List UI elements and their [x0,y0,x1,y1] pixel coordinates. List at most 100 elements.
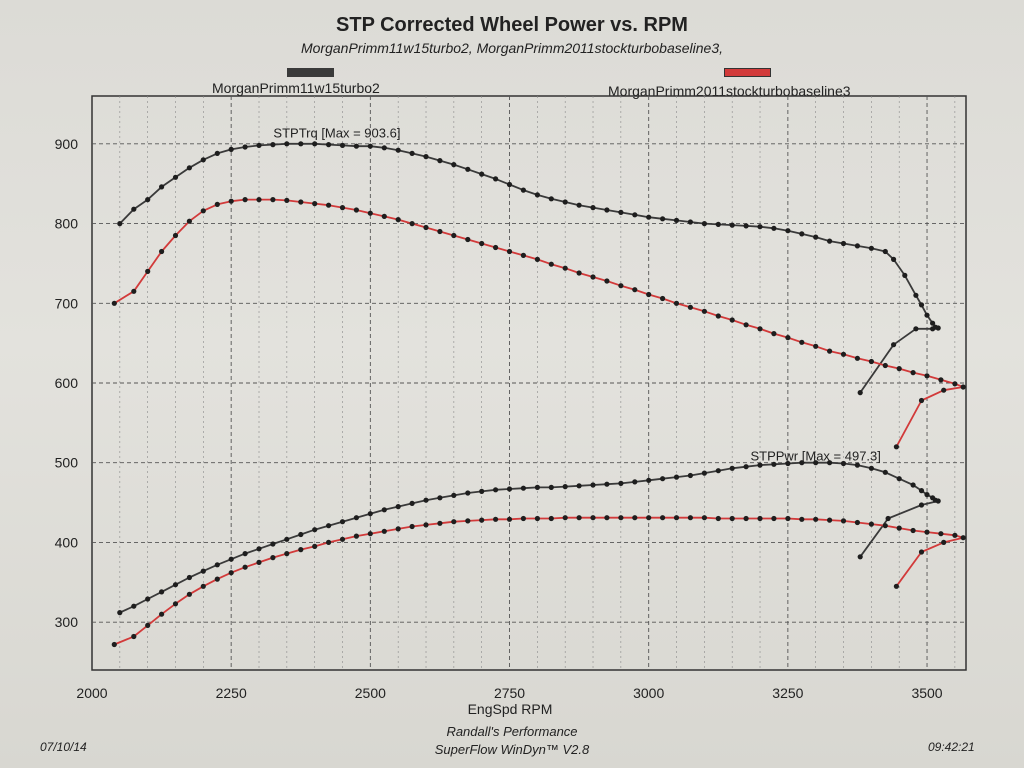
data-point [701,470,708,476]
data-point [298,199,304,205]
data-point [757,515,763,522]
data-point [891,342,897,348]
data-point [857,390,863,396]
data-point [813,234,819,240]
data-point [618,283,624,289]
data-point [145,268,151,274]
data-point [941,539,947,546]
data-point [771,515,777,522]
data-point [715,313,721,319]
data-point [326,539,332,546]
data-point [200,157,206,163]
data-point [534,515,541,522]
y-tick-label: 300 [55,614,79,630]
data-point [910,482,916,488]
data-point [186,591,192,597]
data-point [493,516,499,522]
data-point [960,535,966,541]
data-point [409,150,415,156]
data-point [256,142,262,148]
data-point [270,142,276,148]
max-annotation: STPPwr [Max = 497.3] [750,448,880,463]
series-stppwr-turbo [117,460,941,616]
data-point [145,197,151,203]
legend-label-2: MorganPrimm2011stockturbobaseline3 [608,83,851,99]
data-point [854,462,861,468]
data-point [465,236,471,243]
data-point [117,610,123,616]
data-point [590,205,596,211]
series-line [113,198,965,448]
data-point [935,498,941,504]
data-point [437,158,443,164]
x-tick-label: 3500 [911,685,942,701]
data-point [270,541,276,547]
data-point [395,217,401,223]
data-point [924,312,930,318]
data-point [312,201,318,207]
data-point [534,256,541,262]
data-point [590,515,596,521]
data-point [312,527,318,533]
data-point [284,551,290,557]
data-point [298,547,304,553]
data-point [298,531,304,538]
data-point [952,532,958,538]
data-point [813,343,819,349]
y-tick-label: 600 [55,375,79,391]
x-tick-label: 2750 [494,685,525,701]
footer-time: 09:42:21 [928,740,975,754]
data-point [799,231,805,237]
data-point [687,219,694,225]
x-tick-label: 3250 [772,685,803,701]
data-point [284,536,290,542]
data-point [228,556,234,562]
data-point [715,221,721,227]
data-point [326,523,332,529]
data-point [729,465,735,471]
data-point [799,460,805,466]
data-point [520,485,527,491]
data-point [506,486,513,492]
data-point [882,248,888,255]
data-point [228,198,234,204]
data-point [312,141,318,147]
data-point [757,462,763,468]
data-point [111,641,117,648]
data-point [941,387,947,393]
data-point [604,515,610,521]
data-point [451,232,457,239]
data-point [813,516,819,522]
data-point [367,511,373,517]
data-point [799,516,805,522]
data-point [827,517,833,523]
data-point [632,515,638,521]
data-point [924,492,930,498]
footer-software: SuperFlow WinDyn™ V2.8 [434,742,590,757]
data-point [186,218,192,224]
data-point [339,519,346,525]
data-point [312,543,318,550]
data-point [131,633,137,640]
data-point [618,515,624,521]
data-point [673,474,680,480]
data-point [465,166,471,172]
data-point [743,515,749,522]
data-point [381,213,387,219]
data-point [918,397,925,404]
data-point [353,533,359,539]
data-point [172,174,179,180]
data-point [465,518,471,524]
data-point [479,488,485,494]
data-point [256,197,262,203]
data-point [857,554,863,560]
data-point [757,224,763,230]
data-point [395,526,401,532]
data-point [381,528,387,534]
data-point [506,248,513,255]
data-point [159,184,165,190]
data-point [548,261,554,267]
data-point [924,373,930,379]
data-point [913,326,919,332]
data-point [353,207,359,213]
